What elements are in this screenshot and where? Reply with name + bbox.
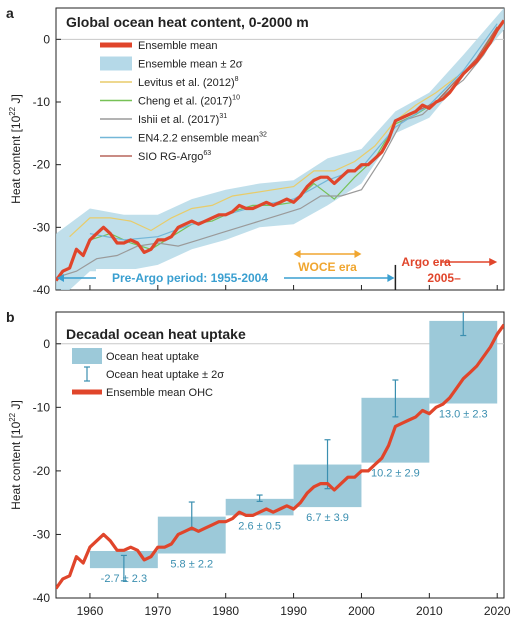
y-tick-label: -20 — [33, 158, 51, 172]
pre-argo-label-bg — [96, 269, 284, 285]
panel-b-x-ticks: 1960 1970 1980 1990 2000 2010 2020 — [77, 593, 511, 618]
legend-entry: EN4.2.2 ensemble mean32 — [138, 132, 267, 145]
legend-entry-ref: 10 — [232, 95, 240, 102]
woce-arrow-head-left — [293, 250, 301, 258]
series-line-levitus-et-al-2012- — [69, 76, 457, 238]
legend-swatch — [72, 348, 102, 364]
panel-b-y-ticks: -40 -30 -20 -10 0 — [33, 337, 61, 605]
legend-entry-text: Ensemble mean ± 2σ — [138, 59, 243, 71]
legend-entry-ref: 32 — [259, 132, 267, 139]
argo-arrow-head — [489, 258, 498, 266]
legend-entry-ref: 8 — [235, 76, 239, 83]
panel-a-legend: Ensemble mean Ensemble mean ± 2σ Levitus e… — [100, 40, 267, 163]
y-tick-label: -40 — [33, 283, 51, 297]
legend-entry: Ocean heat uptake — [106, 351, 199, 363]
uptake-value-label: -2.7 ± 2.3 — [101, 573, 147, 585]
legend-entry: Ensemble mean OHC — [106, 387, 213, 399]
panel-b-y-axis-label: Heat content [1022 J] — [8, 400, 23, 510]
y-tick-label: -10 — [33, 400, 51, 414]
legend-swatch — [100, 56, 132, 71]
x-tick-label: 2010 — [416, 604, 443, 618]
legend-entry-text: EN4.2.2 ensemble mean — [138, 133, 259, 145]
panel-a-plot-area — [56, 8, 504, 290]
pre-argo-arrow-head-left — [57, 274, 64, 282]
x-tick-label: 2020 — [484, 604, 511, 618]
legend-entry-text: Ishii et al. (2017) — [138, 114, 219, 126]
uptake-value-label: 5.8 ± 2.2 — [170, 559, 213, 571]
panel-a-annotations: WOCE era Pre-Argo period: 1955-2004 Argo e… — [57, 250, 498, 290]
uptake-value-label: 6.7 ± 3.9 — [306, 512, 349, 524]
panel-b-legend: Ocean heat uptake Ocean heat uptake ± 2σ E… — [72, 348, 224, 399]
panel-a-y-ticks: -40 -30 -20 -10 0 — [33, 32, 498, 297]
legend-entry-ref: 63 — [203, 150, 211, 157]
woce-arrow-head-right — [354, 250, 362, 258]
legend-entry-ref: 31 — [219, 113, 227, 120]
panel-a-title: Global ocean heat content, 0-2000 m — [66, 14, 309, 30]
y-tick-label: -30 — [33, 527, 51, 541]
x-tick-label: 1980 — [212, 604, 239, 618]
panel-a-label: a — [6, 5, 14, 21]
y-tick-label: 0 — [43, 32, 50, 46]
legend-entry-text: Ensemble mean — [138, 40, 218, 52]
argo-era-label: Argo era — [401, 255, 451, 269]
pre-argo-arrow-head-right — [387, 274, 395, 282]
x-tick-label: 1990 — [280, 604, 307, 618]
panel-b-title: Decadal ocean heat uptake — [66, 326, 246, 342]
uptake-value-label: 2.6 ± 0.5 — [238, 520, 281, 532]
panel-a-frame — [55, 7, 505, 291]
panel-b-plot-area: -2.7 ± 2.3 5.8 ± 2.2 2.6 ± 0.5 6.7 ± 3.9 10.… — [56, 312, 504, 590]
pre-argo-label: Pre-Argo period: 1955-2004 — [112, 271, 268, 285]
panel-b-label: b — [6, 309, 15, 325]
series-line-ensemble-mean — [56, 19, 504, 282]
panel-a: a -40 -30 -20 -10 0 Heat content [1022 J] Gl… — [6, 5, 505, 297]
uptake-value-label: 13.0 ± 2.3 — [439, 409, 488, 421]
legend-entry-text: Cheng et al. (2017) — [138, 96, 232, 108]
y-tick-label: -30 — [33, 220, 51, 234]
y-tick-label: -40 — [33, 591, 51, 605]
x-tick-label: 1970 — [144, 604, 171, 618]
x-tick-label: 1960 — [77, 604, 104, 618]
y-tick-label: -10 — [33, 95, 51, 109]
argo-era-year-label: 2005– — [427, 271, 461, 285]
panel-a-y-axis-label: Heat content [1022 J] — [8, 94, 23, 204]
legend-entry: Cheng et al. (2017)10 — [138, 95, 240, 108]
legend-entry: Ensemble mean — [138, 40, 218, 52]
panel-b-frame — [55, 311, 505, 599]
panel-b: b -2.7 ± 2.3 5.8 ± 2.2 2.6 ± 0.5 6.7 ± 3.9 1… — [6, 309, 511, 618]
legend-entry: Ensemble mean ± 2σ — [138, 59, 243, 71]
legend-entry: Levitus et al. (2012)8 — [138, 76, 239, 89]
legend-entry-text: Levitus et al. (2012) — [138, 77, 235, 89]
legend-entry: Ishii et al. (2017)31 — [138, 113, 227, 126]
y-tick-label: -20 — [33, 464, 51, 478]
uptake-value-label: 10.2 ± 2.9 — [371, 468, 420, 480]
series-line-ensemble-mean-ohc — [56, 323, 504, 590]
woce-era-label: WOCE era — [298, 260, 357, 274]
y-tick-label: 0 — [43, 337, 50, 351]
legend-entry: SIO RG-Argo63 — [138, 150, 211, 163]
legend-entry: Ocean heat uptake ± 2σ — [106, 369, 224, 381]
x-tick-label: 2000 — [348, 604, 375, 618]
legend-entry-text: SIO RG-Argo — [138, 151, 203, 163]
